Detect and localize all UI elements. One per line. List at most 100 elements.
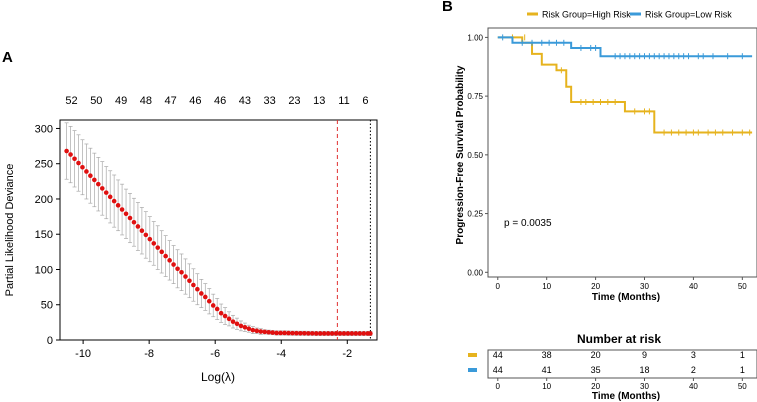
risk-table-cell: 18 [640, 365, 650, 375]
panel-a-point [72, 156, 77, 162]
panel-a-point [317, 331, 323, 336]
risk-table-xlabel: Time (Months) [592, 391, 660, 402]
risk-table-cell: 1 [740, 350, 745, 360]
panel-a-point [234, 321, 240, 327]
panel-a-point [329, 331, 335, 336]
risk-table-xtick-label: 10 [542, 382, 551, 391]
panel-a-ytick-label: 300 [35, 123, 53, 135]
panel-a-point [341, 331, 347, 336]
panel-a-point [163, 253, 168, 259]
panel-b-xtick-label: 40 [689, 282, 698, 291]
panel-a-point [258, 329, 264, 334]
panel-a-point [206, 298, 212, 304]
panel-b-xlabel: Time (Months) [592, 292, 660, 303]
panel-b-plot-frame [487, 27, 757, 278]
panel-a-top-label: 52 [65, 95, 77, 107]
panel-a-point [298, 331, 303, 336]
panel-a-point [76, 160, 81, 166]
panel-a-point [187, 278, 192, 284]
panel-a-point [302, 331, 307, 336]
panel-b-xtick-label: 50 [738, 282, 747, 291]
panel-a-point [80, 164, 85, 170]
panel-a-point [306, 331, 311, 336]
risk-table-xtick-label: 30 [640, 382, 649, 391]
risk-table-title: Number at risk [577, 332, 661, 346]
panel-a-point [210, 303, 216, 308]
panel-b-ytick-label: 1.00 [467, 33, 483, 42]
panel-b-xtick-label: 20 [591, 282, 600, 291]
risk-table-xtick-label: 40 [689, 382, 698, 391]
pvalue-annotation: p = 0.0035 [504, 218, 552, 229]
risk-table-cell: 41 [542, 365, 552, 375]
risk-table-cell: 9 [642, 350, 647, 360]
panel-a-point [294, 330, 299, 336]
panel-a-ytick-label: 250 [35, 159, 53, 171]
panel-a-point [127, 215, 133, 221]
panel-a-point [309, 331, 315, 336]
panel-a-ylabel: Partial Likelihood Deviance [4, 164, 16, 297]
high-risk-curve [497, 36, 753, 134]
panel-a-point [337, 331, 343, 336]
panel-a-point [333, 331, 339, 336]
panel-a-point [262, 329, 268, 335]
panel-a-point [147, 236, 153, 242]
panel-a-top-label: 49 [115, 95, 127, 107]
panel-a-point [155, 245, 161, 250]
panel-b-ytick-label: 0.75 [467, 92, 483, 101]
panel-a-point [107, 194, 113, 200]
panel-a-top-label: 43 [239, 95, 251, 107]
panel-a-top-label: 23 [288, 95, 300, 107]
panel-b-ytick-label: 0.25 [467, 210, 483, 219]
panel-a-ytick-label: 100 [35, 264, 53, 276]
panel-a-point [68, 152, 73, 157]
panel-a-point [167, 258, 172, 263]
panel-a-point [183, 274, 188, 279]
panel-a-point [92, 177, 97, 183]
panel-a-point [214, 306, 220, 312]
risk-table-cell: 2 [691, 365, 696, 375]
panel-a-point [361, 331, 367, 336]
panel-a-point [84, 169, 89, 174]
panel-a-point [195, 286, 200, 292]
panel-a-point [290, 330, 295, 336]
panel-a-xlabel: Log(λ) [201, 370, 235, 384]
panel-a-point [171, 262, 176, 267]
panel-a-point [222, 313, 228, 319]
panel-a-point [131, 219, 137, 225]
legend-high-risk-label: Risk Group=High Risk [542, 10, 631, 20]
panel-a-point [151, 241, 157, 246]
panel-a-point [139, 228, 145, 234]
panel-a-point [266, 329, 271, 335]
panel-a-point [242, 325, 248, 330]
panel-a-top-label: 33 [264, 95, 276, 107]
panel-a-point [119, 207, 125, 212]
panel-b-xtick-label: 0 [496, 282, 501, 291]
legend-low-risk-label: Risk Group=Low Risk [645, 10, 732, 20]
panel-a-point [368, 331, 373, 336]
panel-a-top-label: 11 [338, 95, 349, 107]
risk-row-low-swatch [468, 368, 477, 372]
panel-a-ytick-label: 0 [47, 335, 53, 347]
risk-table-xtick-label: 0 [496, 382, 501, 391]
panel-b-xtick-label: 30 [640, 282, 649, 291]
panel-b-plot: Risk Group=High Risk Risk Group=Low Risk… [455, 10, 757, 303]
panel-a-point [230, 319, 236, 324]
risk-row-high-swatch [468, 353, 477, 357]
risk-table-cell: 44 [493, 365, 503, 375]
risk-table-cell: 35 [591, 365, 601, 375]
panel-a-plot: Partial Likelihood Deviance Log(λ) 0 50 10… [4, 95, 378, 384]
panel-a-point [349, 331, 355, 336]
panel-a-point [96, 181, 101, 187]
panel-b-ylabel: Progression-Free Survival Probability [455, 65, 466, 244]
panel-a-ytick-label: 150 [35, 229, 53, 241]
panel-a-point [353, 331, 359, 336]
panel-a-point [238, 323, 244, 329]
panel-a-point [143, 232, 149, 238]
panel-a-top-label: 6 [362, 95, 368, 107]
panel-b-ytick-label: 0.00 [467, 268, 483, 277]
panel-a-top-label: 46 [214, 95, 226, 107]
risk-table-xtick-label: 50 [738, 382, 747, 391]
panel-a-point [226, 316, 232, 322]
panel-a-point [321, 331, 327, 336]
risk-table-cell: 20 [591, 350, 601, 360]
